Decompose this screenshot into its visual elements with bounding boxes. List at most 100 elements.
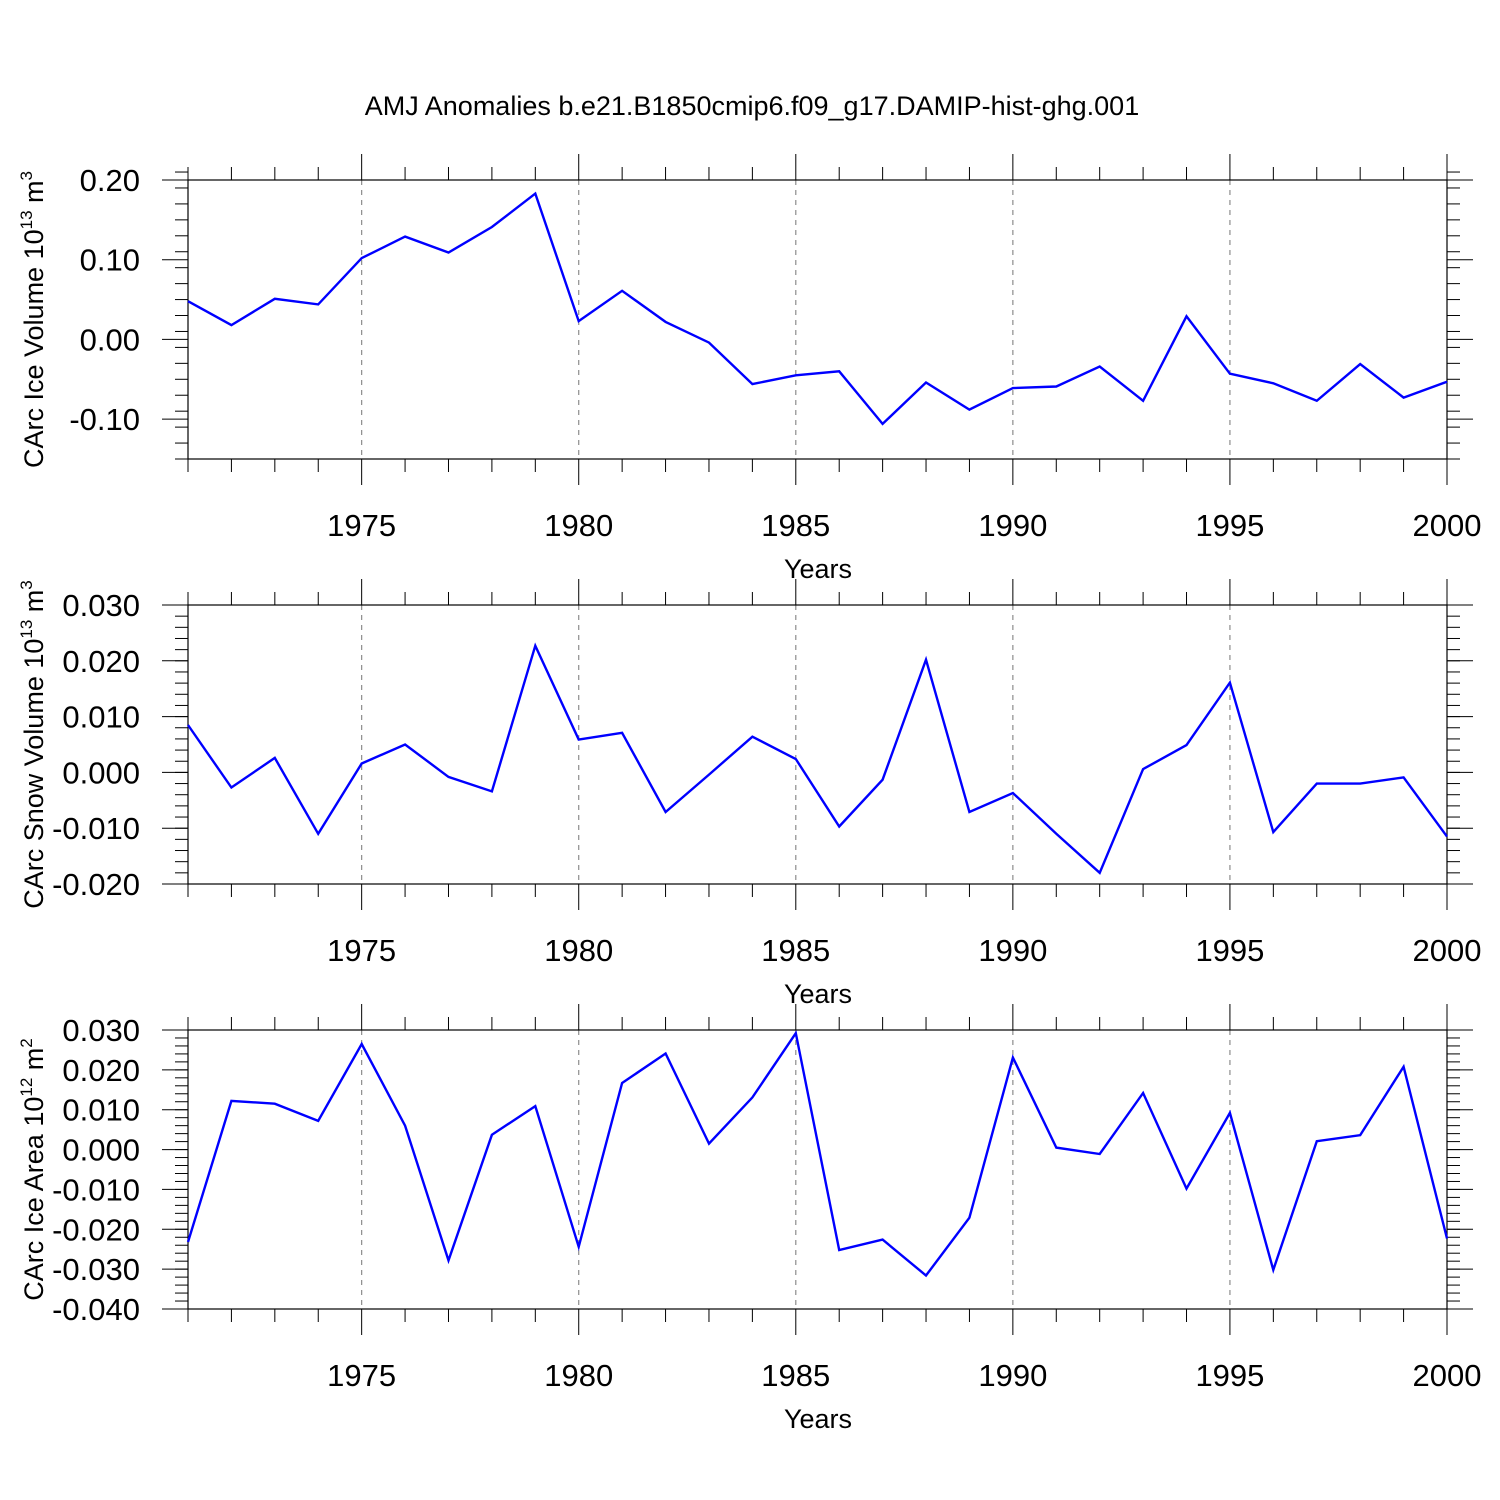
y-axis-label-superscript: 3: [17, 580, 36, 589]
y-axis-label-part: CArc Snow Volume 10: [19, 639, 49, 909]
data-point: [1402, 1065, 1405, 1068]
data-point: [1315, 399, 1318, 402]
y-axis-label-superscript: 3: [17, 171, 36, 180]
data-point: [838, 370, 841, 373]
data-point: [621, 289, 624, 292]
y-axis-label-superscript: 2: [17, 1038, 36, 1047]
data-point: [534, 1105, 537, 1108]
y-axis-label-part: m: [19, 1048, 49, 1078]
x-tick-label: 1980: [544, 933, 613, 968]
y-tick-label: -0.10: [69, 402, 140, 437]
x-tick-label: 1990: [978, 933, 1047, 968]
data-point: [1142, 768, 1145, 771]
data-point: [1272, 1268, 1275, 1271]
x-tick-label: 1995: [1195, 508, 1264, 543]
series-line: [187, 191, 1448, 426]
x-tick-label: 1980: [544, 508, 613, 543]
data-point: [751, 383, 754, 386]
data-point: [794, 374, 797, 377]
data-point: [1185, 315, 1188, 318]
data-point: [1142, 399, 1145, 402]
data-point: [1098, 1152, 1101, 1155]
data-point: [187, 723, 190, 726]
data-point: [664, 1052, 667, 1055]
x-tick-label: 1985: [761, 933, 830, 968]
x-axis-label: Years: [784, 979, 852, 1009]
x-tick-label: 1975: [327, 933, 396, 968]
data-point: [577, 320, 580, 323]
data-point: [838, 1249, 841, 1252]
data-point: [230, 324, 233, 327]
data-point: [751, 1096, 754, 1099]
data-point: [925, 381, 928, 384]
data-point: [1402, 776, 1405, 779]
data-point: [1228, 1111, 1231, 1114]
data-point: [1446, 1237, 1449, 1240]
y-axis-label: CArc Ice Area 1012 m2: [17, 1038, 49, 1301]
y-axis-label-part: m: [19, 590, 49, 620]
plot-panel-1: -0.10 0.00 0.10 0.20 1975 1980 1985 1990 1995 200…: [17, 154, 1481, 584]
data-point: [230, 1099, 233, 1102]
data-point: [707, 341, 710, 344]
data-point: [404, 1124, 407, 1127]
data-point: [490, 226, 493, 229]
data-point: [1228, 681, 1231, 684]
x-axis-label: Years: [784, 554, 852, 584]
x-tick-label: 1980: [544, 1358, 613, 1393]
data-point: [1098, 871, 1101, 874]
data-point: [360, 1042, 363, 1045]
data-point: [794, 1032, 797, 1035]
data-point: [447, 775, 450, 778]
y-tick-label: 0.020: [62, 644, 140, 679]
data-point: [968, 811, 971, 814]
data-point: [404, 235, 407, 238]
data-point: [881, 778, 884, 781]
data-point: [1185, 744, 1188, 747]
data-point: [534, 192, 537, 195]
x-tick-label: 1990: [978, 508, 1047, 543]
data-point: [881, 422, 884, 425]
x-tick-label: 1990: [978, 1358, 1047, 1393]
data-point: [1359, 782, 1362, 785]
y-tick-label: 0.00: [80, 322, 140, 357]
data-point: [925, 658, 928, 661]
y-axis-label-superscript: 13: [17, 620, 36, 639]
data-point: [881, 1238, 884, 1241]
x-tick-label: 2000: [1413, 508, 1482, 543]
data-point: [1315, 782, 1318, 785]
data-point: [1446, 380, 1449, 383]
y-tick-label: 0.20: [80, 163, 140, 198]
x-tick-label: 1975: [327, 508, 396, 543]
y-tick-label: 0.000: [62, 755, 140, 790]
data-point: [447, 1259, 450, 1262]
data-point: [1142, 1091, 1145, 1094]
data-point: [968, 408, 971, 411]
x-tick-label: 1985: [761, 508, 830, 543]
data-point: [273, 297, 276, 300]
data-point: [621, 731, 624, 734]
data-point: [1228, 372, 1231, 375]
data-point: [404, 743, 407, 746]
data-point: [1315, 1140, 1318, 1143]
y-tick-label: -0.030: [52, 1252, 140, 1287]
y-axis-label: CArc Snow Volume 1013 m3: [17, 580, 49, 909]
data-point: [490, 1133, 493, 1136]
data-point: [1011, 792, 1014, 795]
data-point: [664, 811, 667, 814]
x-tick-label: 1985: [761, 1358, 830, 1393]
data-point: [751, 735, 754, 738]
plot-frame: [187, 179, 1448, 460]
y-axis-label-superscript: 12: [17, 1078, 36, 1097]
data-point: [664, 320, 667, 323]
series-line: [186, 1030, 1449, 1278]
data-point: [1402, 396, 1405, 399]
data-point: [1055, 832, 1058, 835]
data-point: [794, 758, 797, 761]
y-tick-label: 0.030: [62, 1013, 140, 1048]
data-point: [317, 832, 320, 835]
y-tick-label: 0.010: [62, 1093, 140, 1128]
data-point: [1055, 385, 1058, 388]
data-point: [1185, 1187, 1188, 1190]
